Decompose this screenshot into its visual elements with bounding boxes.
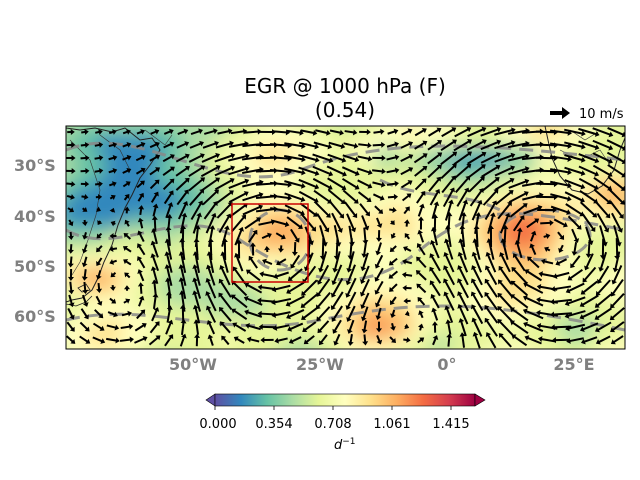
lon-label-0: 0° [437,355,456,374]
map-subtitle: (0.54) [314,98,376,122]
colorbar-tick-3: 1.061 [373,417,410,432]
colorbar-max-extend [474,393,486,407]
lat-label-30s: 30°S [14,156,56,175]
lon-label-25w: 25°W [296,355,344,374]
lat-label-50s: 50°S [14,257,56,276]
lon-label-50w: 50°W [169,355,217,374]
lat-label-60s: 60°S [14,307,56,326]
reference-vector: 10 m/s [550,107,624,122]
colorbar-unit-exponent: −1 [342,437,355,447]
colorbar-tick-4: 1.415 [432,417,469,432]
colorbar-bar [214,393,476,407]
map-panel [66,126,625,349]
colorbar-tick-0: 0.000 [199,417,236,432]
map-title: EGR @ 1000 hPa (F) [244,74,446,98]
colorbar-unit: d−1 [334,437,356,453]
reference-arrow-icon [550,107,570,119]
map-frame [65,125,626,350]
colorbar-tick-1: 0.354 [255,417,292,432]
wind-vectors [66,126,625,349]
colorbar-tick-2: 0.708 [314,417,351,432]
colorbar-unit-base: d [334,438,343,453]
region-box [231,203,309,283]
lon-label-25e: 25°E [553,355,594,374]
lat-label-40s: 40°S [14,207,56,226]
reference-vector-label: 10 m/s [579,107,624,122]
colorbar-min-extend [205,393,216,407]
colorbar: 0.000 0.354 0.708 1.061 1.415 d−1 [199,393,486,453]
